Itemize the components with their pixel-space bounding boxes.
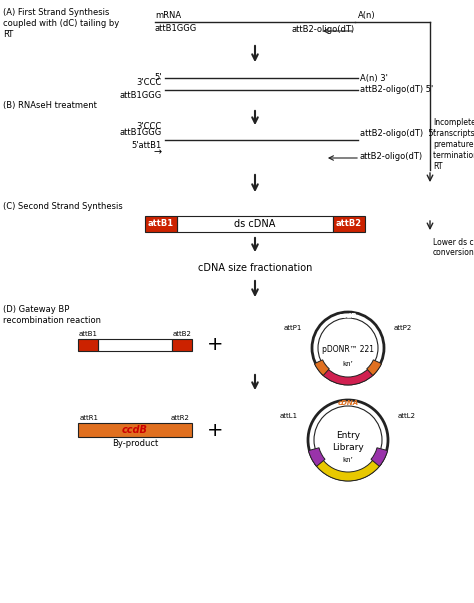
Text: attB1: attB1 (79, 331, 98, 337)
Text: attB2-oligo(dT) 5': attB2-oligo(dT) 5' (360, 86, 433, 95)
Text: attB1GGG: attB1GGG (120, 91, 162, 100)
Text: (B) RNAseH treatment: (B) RNAseH treatment (3, 101, 97, 110)
Text: (A) First Strand Synthesis
coupled with (dC) tailing by
RT: (A) First Strand Synthesis coupled with … (3, 8, 119, 39)
Text: attB1: attB1 (148, 219, 174, 229)
Text: mRNA: mRNA (155, 11, 181, 20)
Text: pDONR™ 221: pDONR™ 221 (322, 346, 374, 355)
Text: Lower ds cDNA
conversion: Lower ds cDNA conversion (433, 238, 474, 257)
Text: ccdB: ccdB (122, 425, 148, 435)
Text: attP1: attP1 (283, 325, 302, 331)
Text: attB1GGG: attB1GGG (155, 24, 197, 33)
Text: Entry: Entry (336, 432, 360, 441)
Wedge shape (322, 368, 374, 385)
Text: knʳ: knʳ (343, 457, 353, 463)
Bar (333, 216, 365, 232)
Bar (177, 216, 333, 232)
Text: A(n) 3': A(n) 3' (360, 74, 388, 83)
Bar (145, 216, 177, 232)
Text: 5'attB1: 5'attB1 (132, 141, 162, 150)
Text: →: → (154, 147, 162, 157)
Wedge shape (314, 458, 382, 481)
Text: (C) Second Strand Synthesis: (C) Second Strand Synthesis (3, 202, 123, 211)
Text: attB1GGG: attB1GGG (120, 128, 162, 137)
Text: ccdB: ccdB (339, 313, 357, 319)
Wedge shape (371, 448, 388, 466)
Text: knʳ: knʳ (343, 361, 353, 367)
Text: attP2: attP2 (394, 325, 412, 331)
Wedge shape (309, 448, 325, 466)
Text: A(n): A(n) (358, 11, 375, 20)
Text: attR2: attR2 (171, 415, 190, 421)
Text: attB2-oligo(dT)  5': attB2-oligo(dT) 5' (360, 129, 436, 138)
Text: ds cDNA: ds cDNA (234, 219, 276, 229)
Text: (D) Gateway BP
recombination reaction: (D) Gateway BP recombination reaction (3, 305, 101, 325)
Text: 5': 5' (155, 74, 162, 83)
Bar (98, 339, 172, 351)
Text: +: + (207, 335, 223, 355)
Wedge shape (367, 360, 382, 376)
Wedge shape (314, 360, 329, 376)
Text: 3'CCC: 3'CCC (137, 122, 162, 131)
Text: cDNA: cDNA (337, 400, 358, 406)
Text: +: + (207, 420, 223, 440)
Bar (78, 339, 98, 351)
Bar (172, 339, 192, 351)
Text: By-product: By-product (112, 439, 158, 448)
Text: attL1: attL1 (280, 413, 298, 419)
Text: Library: Library (332, 443, 364, 452)
Text: cDNA size fractionation: cDNA size fractionation (198, 263, 312, 273)
Text: attB2: attB2 (336, 219, 362, 229)
Text: 3'CCC: 3'CCC (137, 78, 162, 87)
Text: attL2: attL2 (398, 413, 416, 419)
Text: attB2-oligo(dT): attB2-oligo(dT) (292, 25, 355, 34)
Text: attB2: attB2 (173, 331, 191, 337)
Text: attR1: attR1 (80, 415, 99, 421)
Bar (78, 423, 192, 437)
Text: attB2-oligo(dT): attB2-oligo(dT) (360, 152, 423, 161)
Text: Incomplete
transcripts or
premature
termination of the
RT: Incomplete transcripts or premature term… (433, 118, 474, 171)
